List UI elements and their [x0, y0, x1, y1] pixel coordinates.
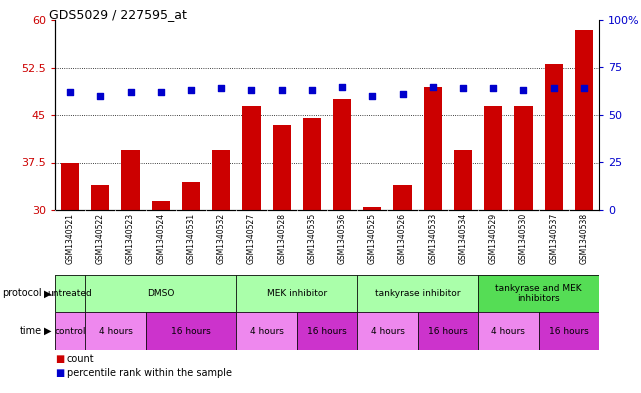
- Text: tankyrase inhibitor: tankyrase inhibitor: [375, 289, 460, 298]
- Text: count: count: [67, 354, 94, 364]
- Point: [367, 93, 378, 99]
- Text: MEK inhibitor: MEK inhibitor: [267, 289, 327, 298]
- Point: [397, 91, 408, 97]
- Point: [337, 83, 347, 90]
- Bar: [454, 150, 472, 210]
- Text: control: control: [54, 327, 86, 336]
- Text: 4 hours: 4 hours: [99, 327, 133, 336]
- Bar: [122, 150, 140, 210]
- Bar: [146, 312, 237, 350]
- Point: [307, 87, 317, 94]
- Text: DMSO: DMSO: [147, 289, 174, 298]
- Text: 4 hours: 4 hours: [249, 327, 283, 336]
- Text: GSM1340527: GSM1340527: [247, 213, 256, 264]
- Text: GSM1340528: GSM1340528: [277, 213, 286, 264]
- Bar: [357, 312, 418, 350]
- Text: 4 hours: 4 hours: [492, 327, 525, 336]
- Point: [216, 85, 226, 92]
- Text: ▶: ▶: [44, 288, 52, 299]
- Bar: [182, 182, 200, 210]
- Bar: [212, 150, 230, 210]
- Bar: [418, 312, 478, 350]
- Point: [186, 87, 196, 94]
- Point: [126, 89, 136, 95]
- Bar: [394, 185, 412, 210]
- Point: [519, 87, 529, 94]
- Text: 16 hours: 16 hours: [428, 327, 468, 336]
- Point: [549, 85, 559, 92]
- Bar: [55, 275, 85, 312]
- Bar: [514, 105, 533, 210]
- Text: GSM1340535: GSM1340535: [308, 213, 317, 264]
- Bar: [152, 200, 170, 210]
- Text: GSM1340537: GSM1340537: [549, 213, 558, 264]
- Text: GSM1340531: GSM1340531: [187, 213, 196, 264]
- Text: GSM1340529: GSM1340529: [488, 213, 497, 264]
- Text: GSM1340530: GSM1340530: [519, 213, 528, 264]
- Text: 16 hours: 16 hours: [549, 327, 588, 336]
- Bar: [55, 312, 85, 350]
- Text: ■: ■: [55, 354, 64, 364]
- Text: GSM1340532: GSM1340532: [217, 213, 226, 264]
- Bar: [237, 275, 357, 312]
- Point: [579, 85, 589, 92]
- Bar: [538, 312, 599, 350]
- Bar: [91, 185, 110, 210]
- Text: GSM1340523: GSM1340523: [126, 213, 135, 264]
- Text: time: time: [20, 326, 42, 336]
- Bar: [85, 312, 146, 350]
- Bar: [303, 118, 321, 210]
- Bar: [297, 312, 357, 350]
- Bar: [575, 29, 593, 210]
- Bar: [272, 125, 291, 210]
- Text: GSM1340538: GSM1340538: [579, 213, 588, 264]
- Text: GSM1340534: GSM1340534: [458, 213, 467, 264]
- Text: percentile rank within the sample: percentile rank within the sample: [67, 368, 231, 378]
- Text: GSM1340522: GSM1340522: [96, 213, 105, 264]
- Text: untreated: untreated: [47, 289, 92, 298]
- Bar: [363, 207, 381, 210]
- Bar: [85, 275, 237, 312]
- Bar: [424, 86, 442, 210]
- Text: ■: ■: [55, 368, 64, 378]
- Text: 16 hours: 16 hours: [171, 327, 211, 336]
- Bar: [545, 64, 563, 210]
- Bar: [484, 105, 503, 210]
- Text: GSM1340533: GSM1340533: [428, 213, 437, 264]
- Text: tankyrase and MEK
inhibitors: tankyrase and MEK inhibitors: [495, 284, 582, 303]
- Text: GSM1340526: GSM1340526: [398, 213, 407, 264]
- Text: GDS5029 / 227595_at: GDS5029 / 227595_at: [49, 9, 187, 22]
- Point: [488, 85, 498, 92]
- Text: GSM1340525: GSM1340525: [368, 213, 377, 264]
- Text: GSM1340521: GSM1340521: [65, 213, 74, 264]
- Text: 16 hours: 16 hours: [307, 327, 347, 336]
- Bar: [478, 312, 538, 350]
- Bar: [237, 312, 297, 350]
- Text: 4 hours: 4 hours: [370, 327, 404, 336]
- Point: [156, 89, 166, 95]
- Point: [458, 85, 468, 92]
- Bar: [61, 162, 79, 210]
- Bar: [333, 99, 351, 210]
- Bar: [242, 105, 260, 210]
- Point: [96, 93, 106, 99]
- Point: [276, 87, 287, 94]
- Text: GSM1340536: GSM1340536: [338, 213, 347, 264]
- Text: GSM1340524: GSM1340524: [156, 213, 165, 264]
- Text: protocol: protocol: [3, 288, 42, 299]
- Bar: [478, 275, 599, 312]
- Bar: [357, 275, 478, 312]
- Text: ▶: ▶: [44, 326, 52, 336]
- Point: [428, 83, 438, 90]
- Point: [65, 89, 75, 95]
- Point: [246, 87, 256, 94]
